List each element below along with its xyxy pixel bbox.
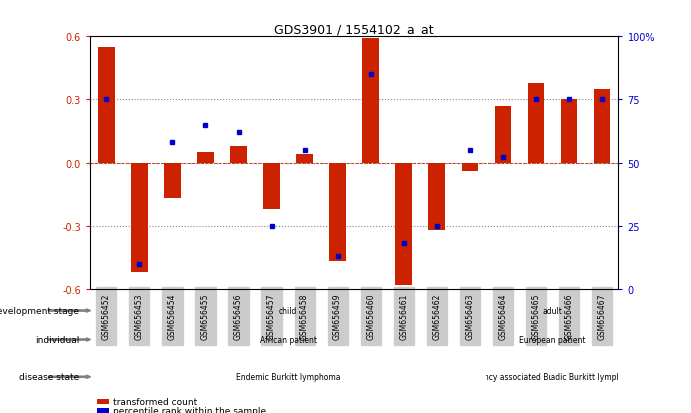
Text: Sporadic Burkitt lymphoma: Sporadic Burkitt lymphoma xyxy=(533,373,638,381)
Text: child: child xyxy=(279,306,297,315)
Bar xyxy=(263,163,280,209)
Bar xyxy=(330,163,346,262)
Bar xyxy=(197,153,214,163)
Bar xyxy=(362,39,379,163)
Bar xyxy=(131,163,148,272)
Text: transformed count: transformed count xyxy=(113,397,197,406)
Text: development stage: development stage xyxy=(0,306,79,315)
Text: Immunodeficiency associated Burkitt lymphoma: Immunodeficiency associated Burkitt lymp… xyxy=(426,373,612,381)
Title: GDS3901 / 1554102_a_at: GDS3901 / 1554102_a_at xyxy=(274,23,434,36)
Bar xyxy=(594,90,610,163)
Text: percentile rank within the sample: percentile rank within the sample xyxy=(113,406,266,413)
Bar xyxy=(528,83,544,163)
Bar xyxy=(560,100,577,163)
Bar xyxy=(98,47,115,163)
Bar xyxy=(296,155,313,163)
Text: disease state: disease state xyxy=(19,373,79,381)
Text: individual: individual xyxy=(35,335,79,344)
Text: African patient: African patient xyxy=(260,335,316,344)
Bar xyxy=(428,163,445,230)
Bar xyxy=(395,163,412,285)
Bar xyxy=(164,163,180,199)
Bar xyxy=(495,107,511,163)
Text: Endemic Burkitt lymphoma: Endemic Burkitt lymphoma xyxy=(236,373,340,381)
Bar xyxy=(230,146,247,163)
Bar xyxy=(462,163,478,171)
Text: adult: adult xyxy=(542,306,562,315)
Text: European patient: European patient xyxy=(519,335,585,344)
